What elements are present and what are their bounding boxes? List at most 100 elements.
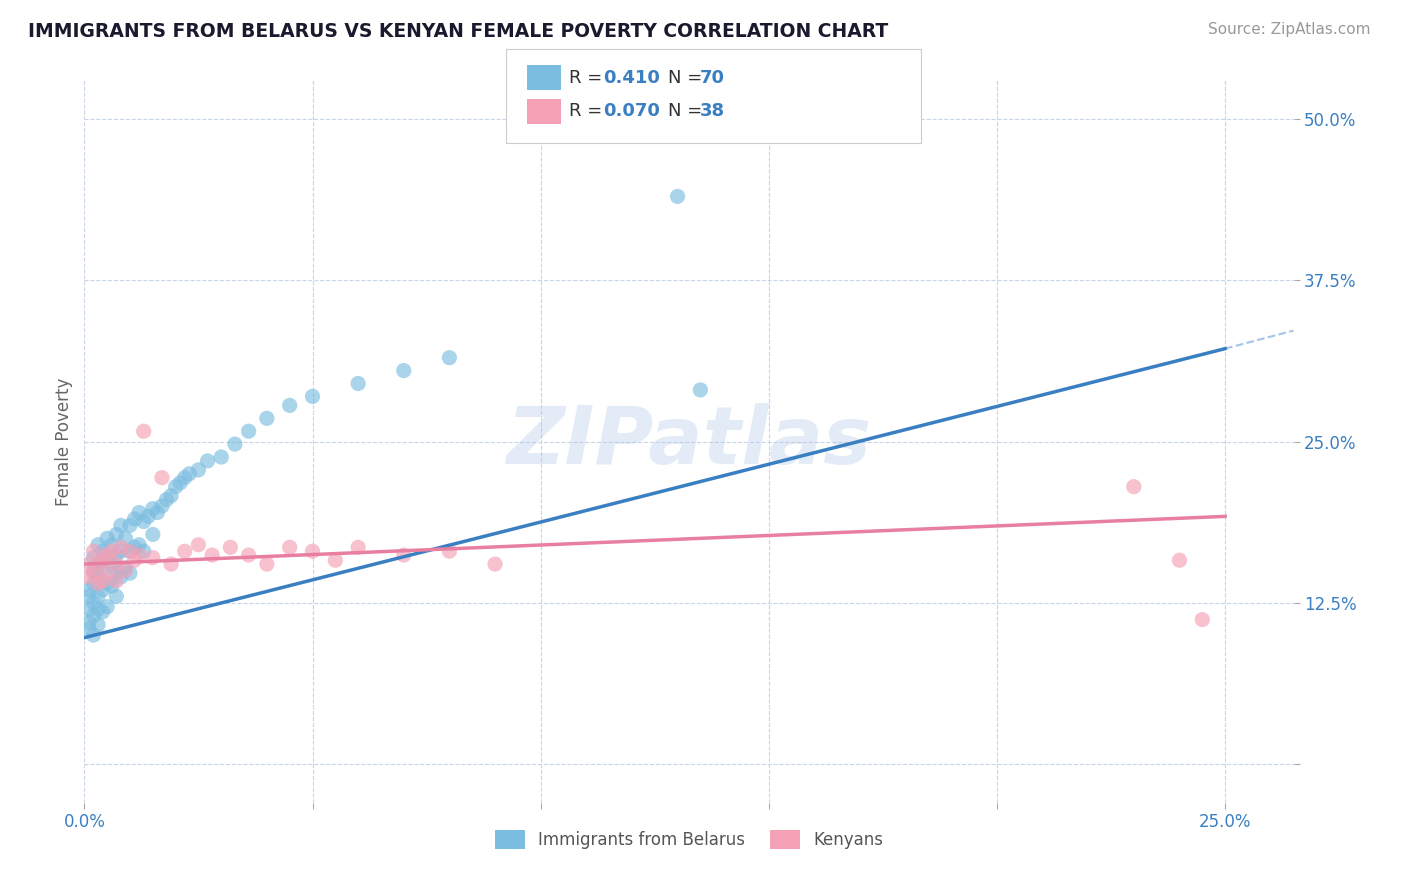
Point [110, 544, 132, 558]
Point [91, 574, 114, 588]
Point [77, 557, 100, 571]
Point [77, 590, 100, 604]
Point [100, 538, 122, 552]
Point [439, 544, 461, 558]
Point [96, 548, 118, 562]
Text: Source: ZipAtlas.com: Source: ZipAtlas.com [1208, 22, 1371, 37]
Legend: Immigrants from Belarus, Kenyans: Immigrants from Belarus, Kenyans [488, 823, 890, 856]
Point [160, 489, 183, 503]
Text: N =: N = [668, 103, 707, 120]
Point [278, 398, 301, 412]
Point [323, 553, 346, 567]
Point [91, 553, 114, 567]
Point [689, 383, 711, 397]
Point [100, 557, 122, 571]
Point [224, 437, 246, 451]
Point [105, 574, 128, 588]
Point [142, 550, 165, 565]
Point [301, 544, 323, 558]
Point [142, 527, 165, 541]
Point [87, 617, 110, 632]
Point [77, 570, 100, 584]
Point [91, 582, 114, 597]
Point [91, 564, 114, 578]
Point [87, 576, 110, 591]
Point [105, 557, 128, 571]
Point [96, 576, 118, 591]
Point [124, 541, 146, 555]
Point [105, 590, 128, 604]
Text: R =: R = [569, 103, 609, 120]
Point [124, 553, 146, 567]
Point [91, 605, 114, 619]
Point [124, 512, 146, 526]
Point [439, 351, 461, 365]
Point [82, 596, 104, 610]
Point [256, 557, 278, 571]
Y-axis label: Female Poverty: Female Poverty [55, 377, 73, 506]
Text: 70: 70 [700, 69, 725, 87]
Point [160, 557, 183, 571]
Point [1122, 480, 1144, 494]
Point [136, 509, 159, 524]
Point [150, 499, 173, 513]
Point [82, 550, 104, 565]
Point [238, 548, 260, 562]
Point [96, 531, 118, 545]
Point [91, 544, 114, 558]
Point [110, 518, 132, 533]
Point [87, 557, 110, 571]
Point [87, 590, 110, 604]
Point [96, 566, 118, 581]
Point [187, 463, 209, 477]
Point [1168, 553, 1191, 567]
Point [110, 541, 132, 555]
Point [82, 566, 104, 581]
Point [256, 411, 278, 425]
Point [114, 564, 136, 578]
Point [179, 467, 201, 481]
Point [100, 544, 122, 558]
Point [118, 566, 141, 581]
Point [347, 376, 370, 391]
Text: 38: 38 [700, 103, 725, 120]
Point [173, 544, 195, 558]
Point [100, 579, 122, 593]
Point [105, 527, 128, 541]
Point [209, 450, 232, 464]
Point [82, 544, 104, 558]
Point [132, 424, 155, 438]
Point [146, 506, 169, 520]
Point [1191, 613, 1213, 627]
Point [118, 544, 141, 558]
Point [173, 471, 195, 485]
Point [87, 602, 110, 616]
Point [105, 566, 128, 581]
Point [118, 544, 141, 558]
Point [128, 548, 150, 562]
Point [155, 492, 177, 507]
Point [96, 550, 118, 565]
Point [118, 518, 141, 533]
Text: IMMIGRANTS FROM BELARUS VS KENYAN FEMALE POVERTY CORRELATION CHART: IMMIGRANTS FROM BELARUS VS KENYAN FEMALE… [28, 22, 889, 41]
Point [392, 548, 415, 562]
Point [278, 541, 301, 555]
Text: 0.410: 0.410 [603, 69, 659, 87]
Point [96, 599, 118, 614]
Point [392, 363, 415, 377]
Point [77, 615, 100, 630]
Point [197, 454, 219, 468]
Point [105, 548, 128, 562]
Point [110, 570, 132, 584]
Point [150, 471, 173, 485]
Point [114, 531, 136, 545]
Point [142, 501, 165, 516]
Point [77, 602, 100, 616]
Text: R =: R = [569, 69, 609, 87]
Point [82, 564, 104, 578]
Text: 0.070: 0.070 [603, 103, 659, 120]
Point [301, 389, 323, 403]
Point [219, 541, 242, 555]
Point [128, 506, 150, 520]
Point [82, 628, 104, 642]
